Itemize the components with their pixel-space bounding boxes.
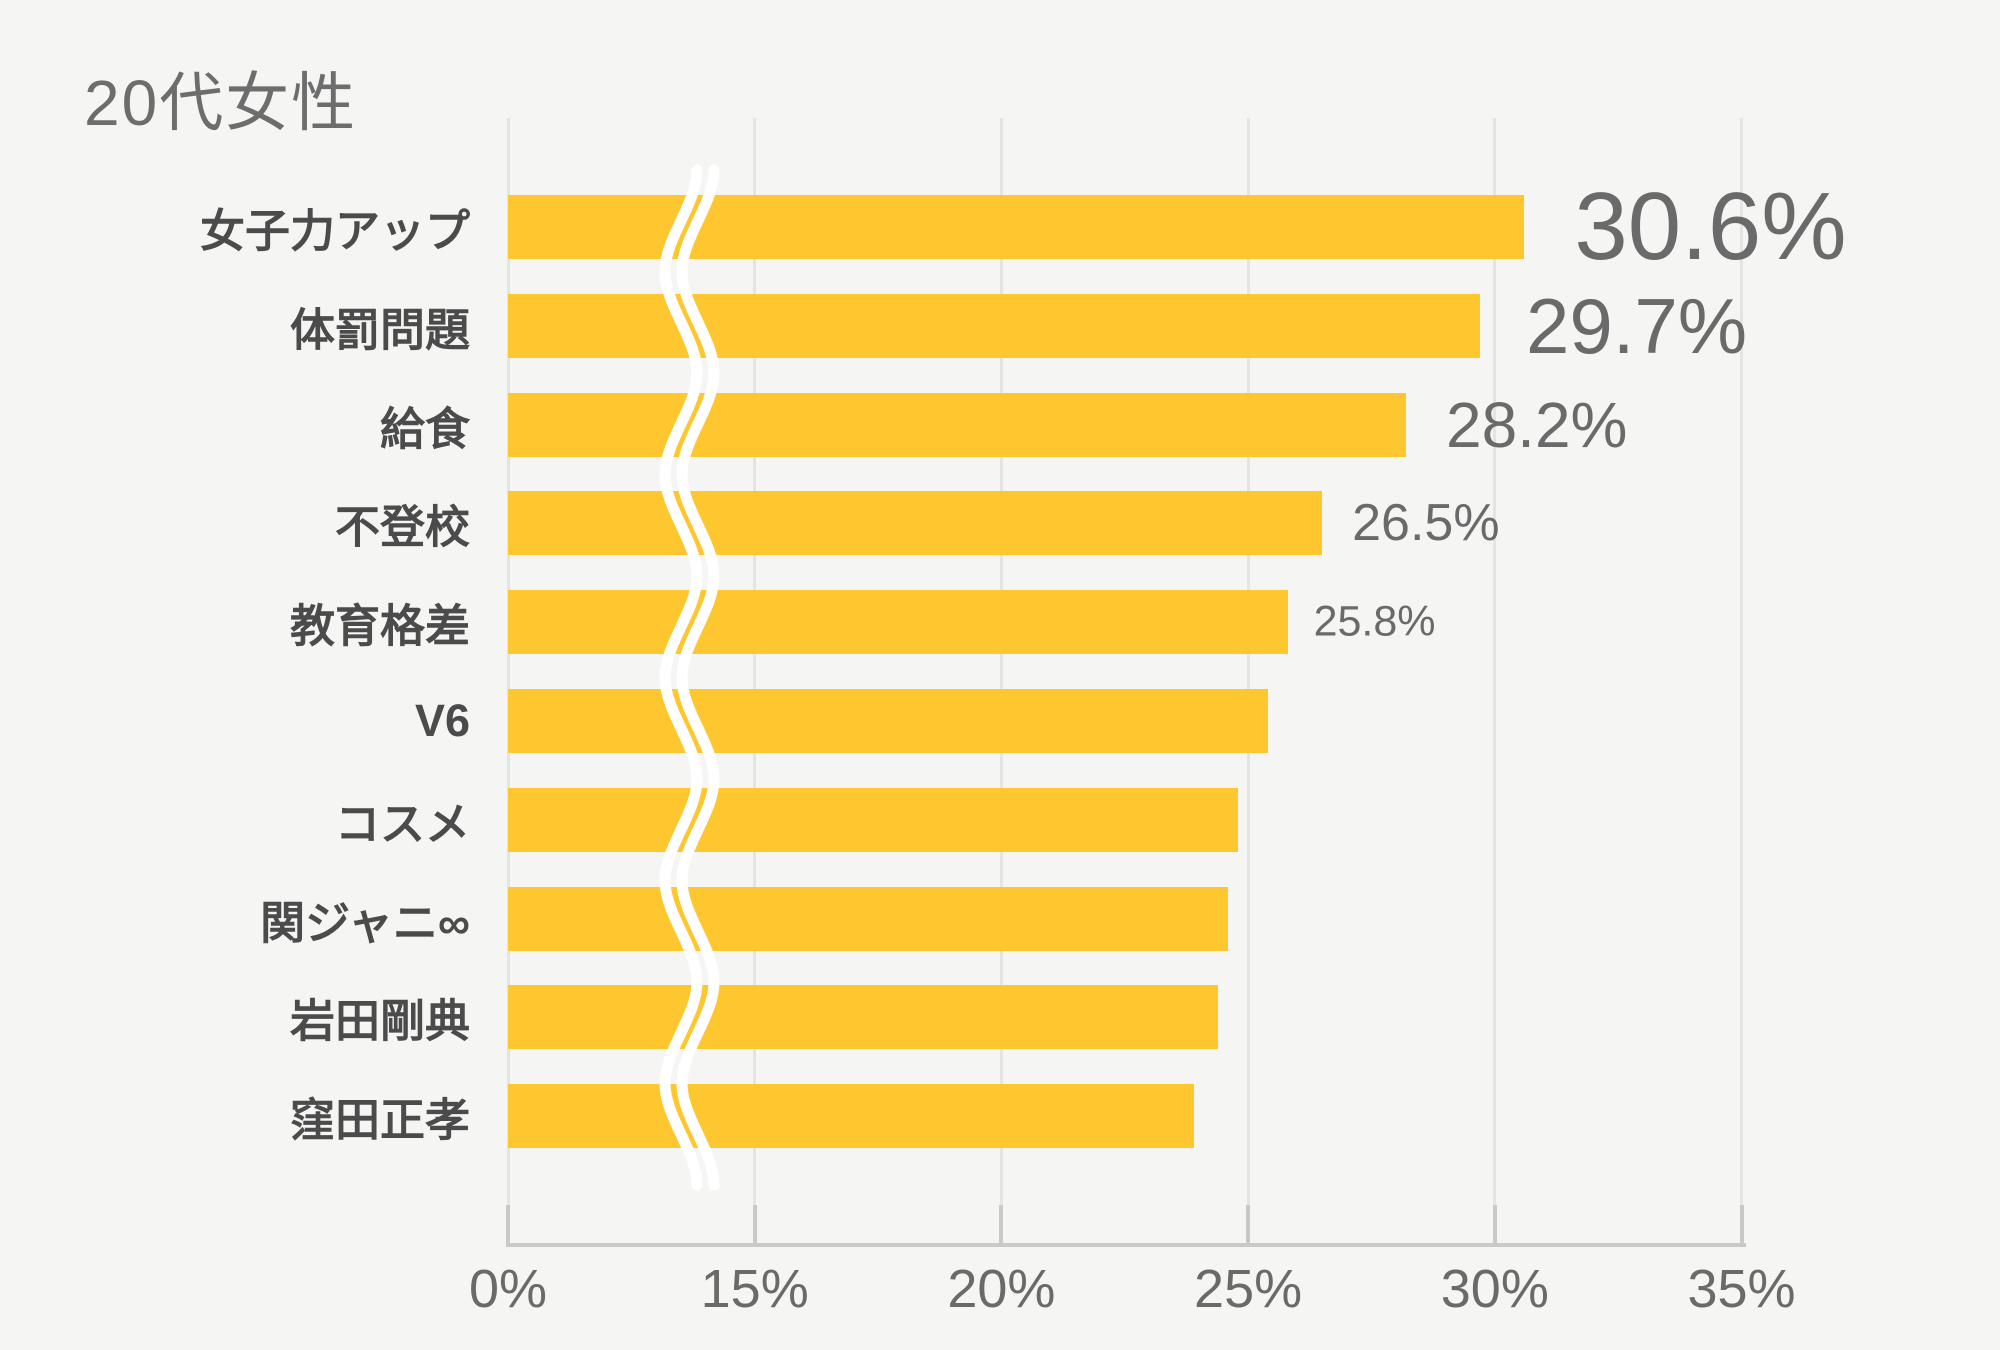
- axis-tick: [1739, 1205, 1744, 1243]
- bar: [508, 689, 1268, 753]
- axis-tick-label: 30%: [1440, 1259, 1549, 1319]
- bar: [508, 1084, 1194, 1149]
- bar: [508, 491, 1323, 556]
- bar-row: 給食 28.2%: [0, 388, 2000, 461]
- category-label: 岩田剛典: [289, 995, 470, 1047]
- gridline: [1493, 118, 1497, 1243]
- axis-tick: [506, 1205, 510, 1243]
- value-label: 25.8%: [1313, 597, 1436, 646]
- category-label: 体罰問題: [289, 304, 470, 356]
- bar-row: 体罰問題 29.7%: [0, 287, 2000, 365]
- bar: [508, 590, 1288, 655]
- axis-tick-label: 0%: [468, 1259, 548, 1319]
- value-label: 29.7%: [1525, 281, 1748, 370]
- gridline: [1740, 118, 1743, 1243]
- bar: [508, 787, 1239, 852]
- axis-tick-label: 15%: [700, 1259, 809, 1319]
- value-label: 28.2%: [1445, 388, 1628, 461]
- bar-row: コスメ: [0, 787, 2000, 852]
- axis-tick-label: 25%: [1194, 1259, 1303, 1319]
- category-label: V6: [414, 695, 470, 746]
- gridline: [506, 118, 510, 1243]
- value-label: 26.5%: [1352, 494, 1500, 553]
- bar-row: 女子力アップ 30.6%: [0, 179, 2000, 275]
- x-axis-line: [506, 1243, 1746, 1247]
- bar: [508, 293, 1480, 358]
- bar-row: 不登校 26.5%: [0, 491, 2000, 556]
- value-label: 30.6%: [1574, 173, 1847, 280]
- bar-row: 関ジャニ∞: [0, 886, 2000, 951]
- category-label: 関ジャニ∞: [260, 897, 470, 949]
- axis-tick: [999, 1205, 1004, 1243]
- bar-row: 教育格差 25.8%: [0, 590, 2000, 655]
- gridline: [1246, 118, 1250, 1243]
- category-label: 給食: [379, 403, 470, 455]
- category-label: コスメ: [334, 798, 470, 850]
- gridline: [753, 118, 757, 1243]
- category-label: 女子力アップ: [199, 205, 470, 257]
- bar-row: V6: [0, 689, 2000, 753]
- category-label: 不登校: [334, 501, 470, 553]
- bar-row: 窪田正孝: [0, 1084, 2000, 1149]
- axis-tick: [1246, 1205, 1251, 1243]
- category-label: 教育格差: [289, 600, 470, 652]
- bar: [508, 985, 1219, 1050]
- category-label: 窪田正孝: [289, 1094, 470, 1146]
- bar: [508, 886, 1229, 951]
- axis-tick-label: 35%: [1687, 1259, 1796, 1319]
- bar-row: 岩田剛典: [0, 985, 2000, 1050]
- axis-tick: [752, 1205, 757, 1243]
- gridline: [999, 118, 1003, 1243]
- bar: [508, 195, 1525, 259]
- axis-tick-label: 20%: [947, 1259, 1056, 1319]
- bar: [508, 392, 1406, 457]
- axis-tick: [1492, 1205, 1497, 1243]
- chart-title: 20代女性: [84, 67, 358, 139]
